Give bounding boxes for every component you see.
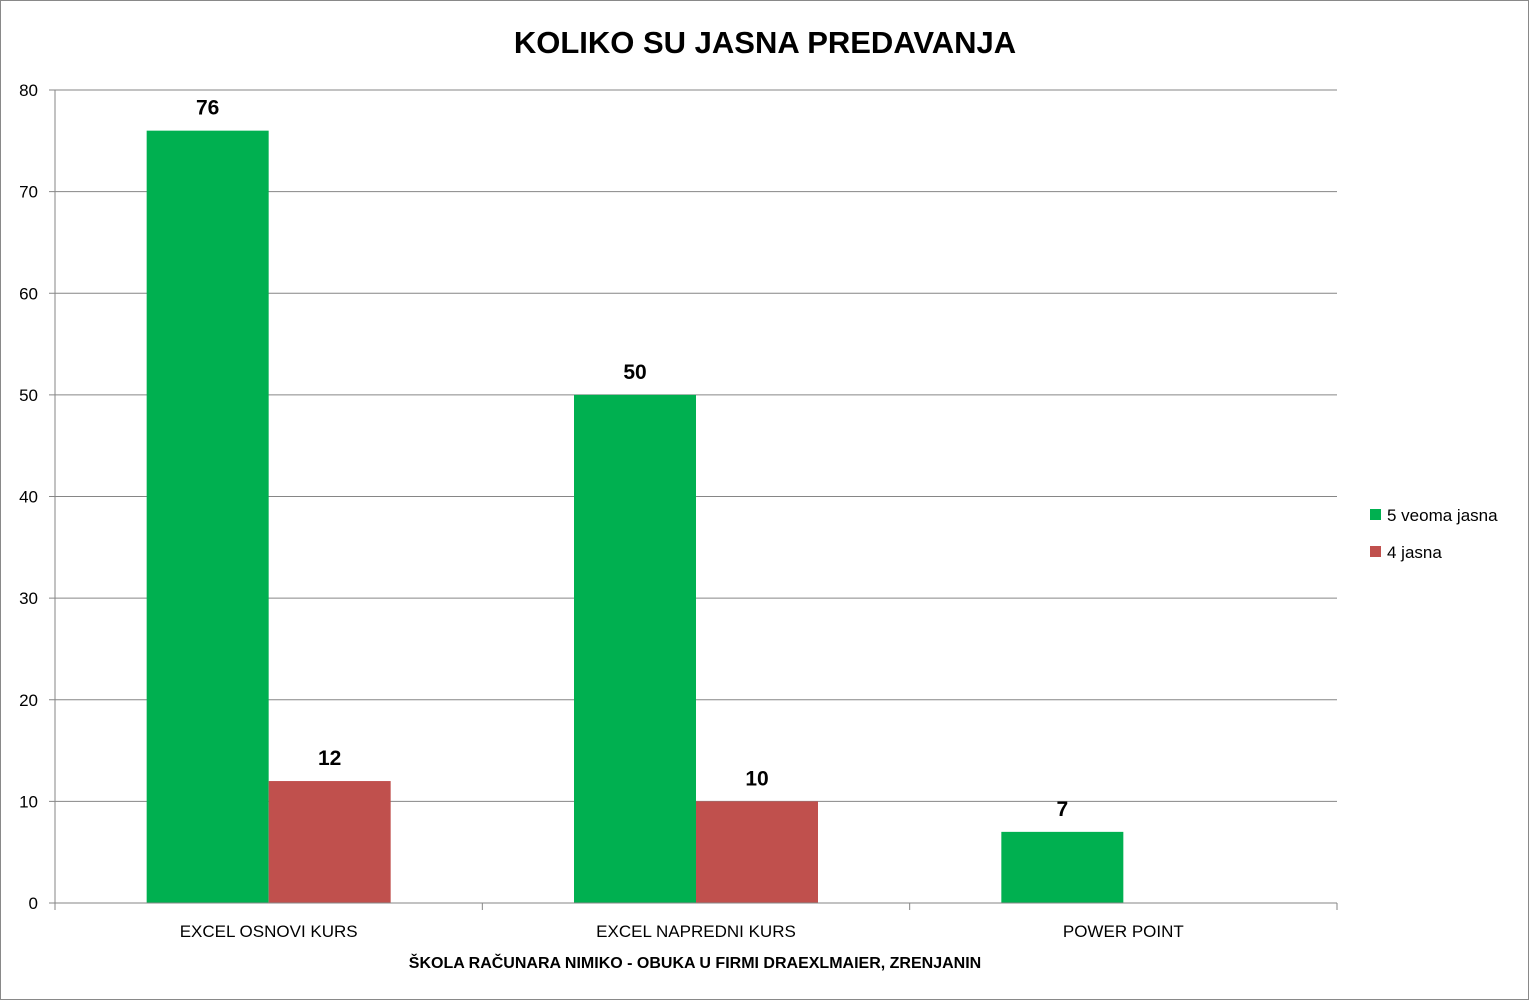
y-tick-label: 30 [19,589,38,608]
legend-swatch [1370,509,1381,520]
legend-label: 4 jasna [1387,543,1442,562]
data-label: 50 [623,361,646,384]
y-tick-label: 60 [19,284,38,303]
bars [146,130,1124,903]
y-tick-label: 70 [19,183,38,202]
legend: 5 veoma jasna 4 jasna [1370,506,1498,562]
x-category-label: EXCEL NAPREDNI KURS [596,922,796,941]
data-label: 76 [196,97,219,120]
data-label: 12 [318,747,341,770]
y-tick-label: 0 [29,894,38,913]
y-tick-label: 40 [19,488,38,507]
legend-swatch [1370,546,1381,557]
y-tick-label: 50 [19,386,38,405]
axes: 0 10 20 30 40 50 60 70 80 EXCEL OSNOVI KURS EXCEL … [19,81,1338,941]
bar-veoma-jasna [146,130,269,903]
x-category-label: EXCEL OSNOVI KURS [180,922,358,941]
bar-jasna [696,801,818,903]
y-tick-label: 20 [19,691,38,710]
y-tick-label: 80 [19,81,38,100]
x-axis-title: ŠKOLA RAČUNARA NIMIKO - OBUKA U FIRMI DR… [409,953,981,972]
legend-label: 5 veoma jasna [1387,506,1498,525]
data-label: 7 [1056,798,1068,821]
chart-title: KOLIKO SU JASNA PREDAVANJA [514,25,1016,60]
data-labels: 76 12 50 10 7 [196,97,1068,821]
y-tick-label: 10 [19,792,38,811]
x-category-label: POWER POINT [1063,922,1184,941]
bar-veoma-jasna [574,394,696,903]
bar-veoma-jasna [1001,831,1124,903]
data-label: 10 [745,767,768,790]
bar-jasna [268,781,391,903]
